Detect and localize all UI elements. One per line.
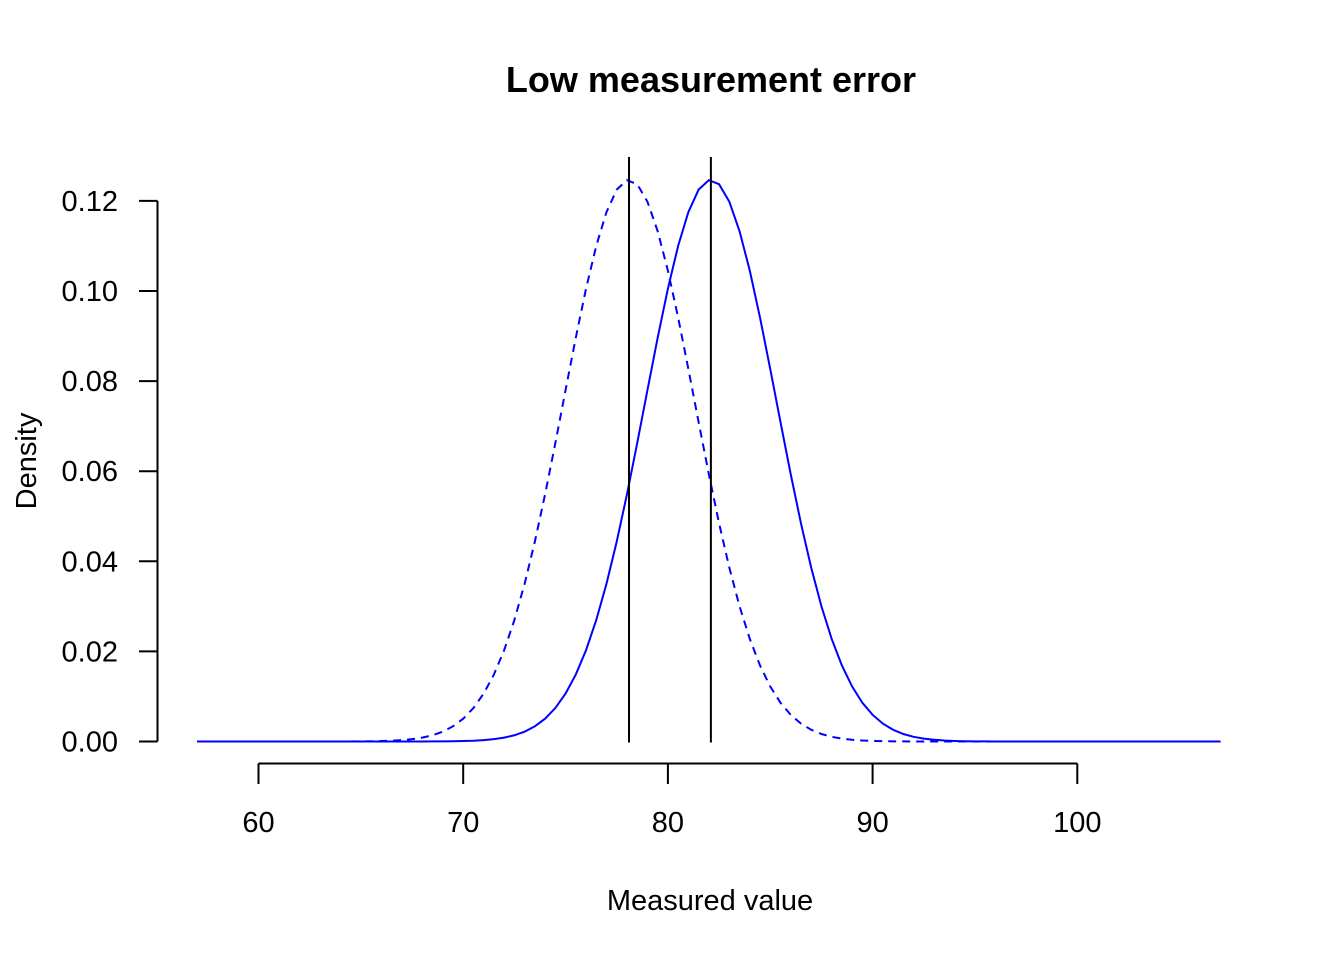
x-tick-label: 100 bbox=[1053, 807, 1101, 839]
density-curves bbox=[197, 178, 1221, 743]
y-tick-label: 0.02 bbox=[62, 636, 118, 668]
x-tick-label: 90 bbox=[856, 807, 888, 839]
x-tick-label: 60 bbox=[242, 807, 274, 839]
x-axis: 60 70 80 90 100 bbox=[242, 762, 1101, 839]
y-axis: 0.00 0.02 0.04 0.06 0.08 0.10 0.12 bbox=[62, 186, 159, 759]
y-tick-label: 0.04 bbox=[62, 546, 118, 578]
y-tick-label: 0.08 bbox=[62, 366, 118, 398]
y-tick-label: 0.00 bbox=[62, 727, 118, 759]
chart-title: Low measurement error bbox=[506, 59, 916, 100]
y-axis-label: Density bbox=[11, 412, 43, 509]
y-tick-label: 0.10 bbox=[62, 276, 118, 308]
density-curve-solid bbox=[197, 178, 1221, 743]
density-curve-dashed bbox=[197, 178, 1221, 743]
x-tick-label: 80 bbox=[652, 807, 684, 839]
y-tick-label: 0.06 bbox=[62, 456, 118, 488]
x-tick-label: 70 bbox=[447, 807, 479, 839]
x-axis-label: Measured value bbox=[607, 885, 813, 917]
vertical-reference-lines bbox=[628, 157, 712, 743]
y-tick-label: 0.12 bbox=[62, 186, 118, 218]
